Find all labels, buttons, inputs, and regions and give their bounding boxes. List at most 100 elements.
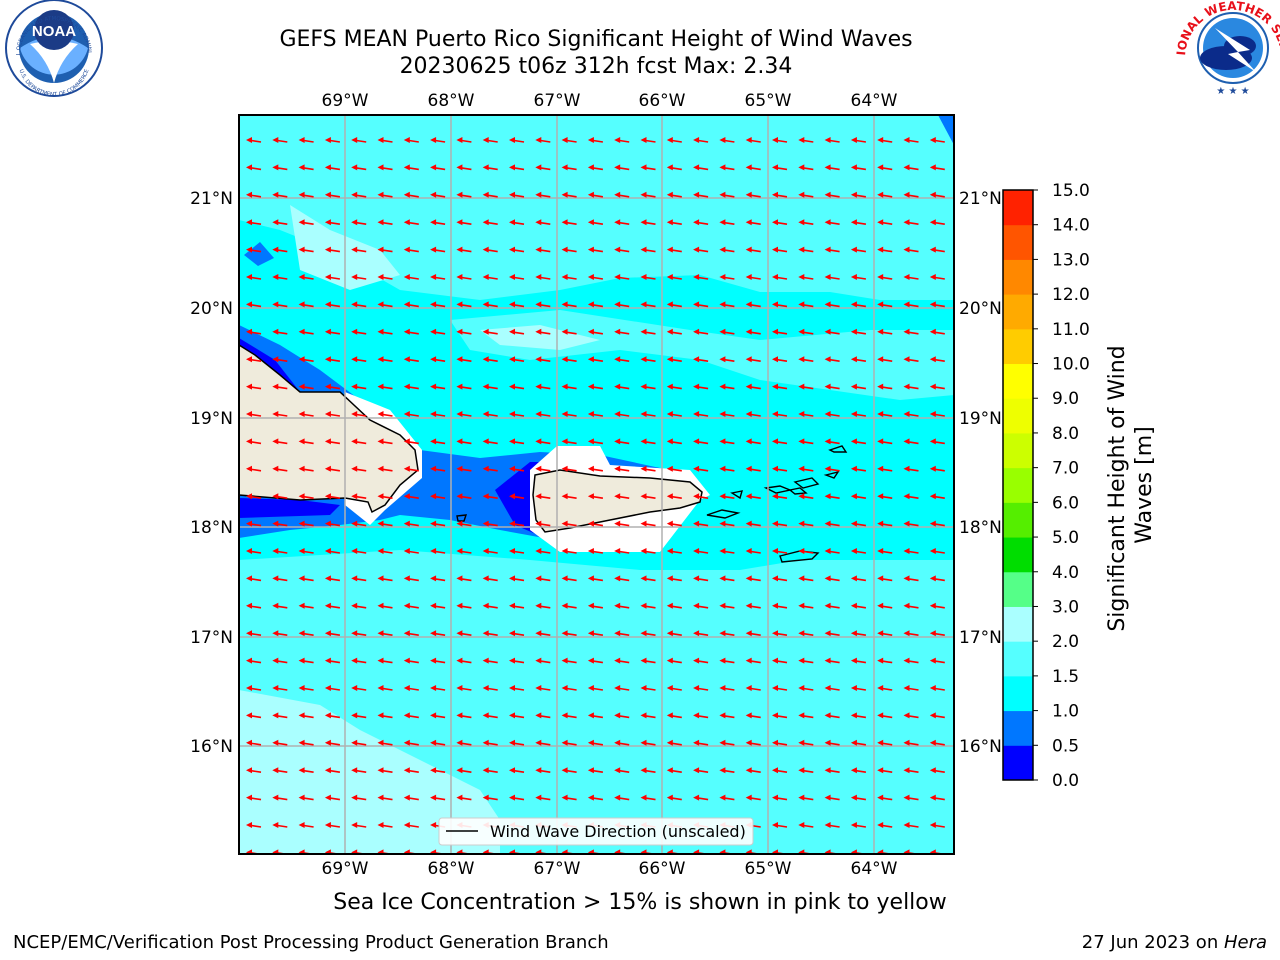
wave-direction-arrowhead: [324, 520, 331, 527]
title-line-2: 20230625 t06z 312h fcst Max: 2.34: [399, 54, 793, 79]
wave-direction-arrowhead: [298, 356, 305, 363]
wave-direction-arrowhead: [377, 465, 384, 472]
wave-direction-arrowhead: [246, 575, 252, 582]
colorbar-label-line-2: Waves [m]: [1132, 426, 1157, 543]
wave-direction-arrowhead: [798, 465, 805, 472]
wave-direction-arrowhead: [666, 191, 673, 198]
wave-direction-arrowhead: [824, 301, 831, 308]
wave-direction-arrowhead: [246, 383, 252, 390]
wave-direction-arrowhead: [719, 411, 726, 417]
wave-direction-arrowhead: [298, 575, 305, 582]
wave-direction-arrowhead: [561, 602, 568, 609]
wave-direction-arrowhead: [430, 794, 437, 801]
wave-direction-arrowhead: [246, 438, 252, 445]
wave-direction-arrowhead: [324, 630, 331, 637]
wave-direction-arrowhead: [535, 465, 542, 472]
wave-direction-arrowhead: [377, 575, 384, 582]
wave-direction-arrowhead: [561, 493, 568, 500]
wave-direction-arrowhead: [640, 767, 647, 774]
wave-direction-arrowhead: [719, 657, 726, 664]
wave-direction-arrowhead: [850, 822, 857, 828]
wave-direction-arrowhead: [693, 438, 700, 445]
colorbar-tick-label: 3.0: [1052, 597, 1079, 617]
colorbar-frame: [1002, 189, 1034, 781]
wave-direction-arrowhead: [614, 356, 621, 363]
wave-direction-arrowhead: [614, 191, 621, 198]
wave-direction-arrowhead: [824, 739, 831, 746]
wave-direction-arrowhead: [351, 602, 358, 609]
wave-direction-arrowhead: [640, 685, 647, 691]
wave-direction-arrowhead: [798, 493, 805, 500]
wave-direction-arrowhead: [614, 575, 621, 582]
wave-direction-arrowhead: [324, 767, 331, 774]
wave-direction-arrowhead: [246, 849, 252, 854]
wave-direction-arrowhead: [351, 191, 358, 198]
wave-direction-arrowhead: [903, 739, 910, 746]
wave-direction-arrowhead: [666, 575, 673, 582]
wave-direction-arrowhead: [324, 465, 331, 472]
wave-direction-arrowhead: [377, 630, 384, 637]
wave-direction-arrowhead: [614, 438, 621, 445]
wave-direction-arrowhead: [561, 630, 568, 637]
colorbar-tick-label: 0.5: [1052, 736, 1079, 756]
wave-direction-arrowhead: [850, 137, 857, 143]
wave-direction-arrowhead: [824, 356, 831, 363]
footer-date: 27 Jun 2023 on Hera: [1082, 932, 1267, 953]
wave-direction-arrowhead: [430, 411, 437, 417]
wave-direction-arrowhead: [351, 685, 358, 691]
wave-direction-arrowhead: [798, 602, 805, 609]
wave-direction-arrowhead: [561, 465, 568, 472]
wave-direction-arrowhead: [745, 739, 752, 746]
wave-direction-arrowhead: [824, 630, 831, 637]
wave-direction-arrowhead: [614, 164, 621, 171]
wave-direction-arrowhead: [929, 383, 936, 390]
wave-direction-arrowhead: [246, 520, 252, 527]
wave-direction-arrowhead: [298, 383, 305, 390]
wave-direction-arrowhead: [824, 328, 831, 335]
colorbar-tick-label: 14.0: [1052, 216, 1090, 236]
wave-direction-arrowhead: [246, 657, 252, 664]
wave-direction-arrowhead: [456, 328, 463, 335]
colorbar-tick-label: 13.0: [1052, 250, 1090, 270]
wave-direction-arrowhead: [587, 602, 594, 609]
wave-direction-arrowhead: [772, 356, 778, 363]
wave-direction-arrowhead: [324, 822, 331, 828]
wave-direction-arrowhead: [693, 137, 700, 143]
wave-direction-arrowhead: [745, 191, 752, 198]
wave-direction-arrowhead: [877, 657, 884, 664]
wave-direction-arrowhead: [587, 548, 594, 554]
wave-direction-arrowhead: [298, 767, 305, 774]
sea-ice-note: Sea Ice Concentration > 15% is shown in …: [333, 890, 947, 915]
wave-direction-arrowhead: [824, 548, 831, 554]
wave-direction-arrowhead: [272, 328, 279, 335]
wave-direction-arrowhead: [640, 356, 647, 363]
wave-direction-arrowhead: [324, 164, 331, 171]
wave-direction-arrowhead: [482, 575, 489, 582]
wind-wave-direction-arrows: [246, 137, 945, 854]
wave-direction-arrowhead: [929, 794, 936, 801]
wave-direction-arrowhead: [272, 301, 279, 308]
wave-direction-arrowhead: [903, 164, 910, 171]
wave-direction-arrowhead: [272, 191, 279, 198]
wave-direction-arrowhead: [403, 739, 410, 746]
lon-labels-top: 69°W 68°W 67°W 66°W 65°W 64°W: [322, 91, 898, 111]
wave-direction-arrowhead: [877, 739, 884, 746]
wave-direction-arrowhead: [824, 685, 831, 691]
wave-direction-arrowhead: [877, 164, 884, 171]
wave-direction-arrowhead: [719, 383, 726, 390]
wave-direction-arrowhead: [824, 438, 831, 445]
wave-direction-arrowhead: [772, 575, 778, 582]
wave-direction-arrowhead: [509, 575, 515, 582]
wave-direction-arrowhead: [298, 274, 305, 280]
wave-direction-arrowhead: [377, 137, 384, 143]
wave-direction-arrowhead: [430, 383, 437, 390]
wave-direction-arrowhead: [614, 246, 621, 253]
wave-direction-arrowhead: [298, 493, 305, 500]
wave-direction-arrowhead: [745, 794, 752, 801]
wave-direction-arrowhead: [246, 493, 252, 500]
wave-direction-arrowhead: [587, 465, 594, 472]
wave-direction-arrowhead: [298, 712, 305, 719]
wave-direction-arrowhead: [351, 164, 358, 171]
colorbar-tick-label: 1.0: [1052, 702, 1079, 722]
wave-direction-arrowhead: [456, 849, 463, 854]
